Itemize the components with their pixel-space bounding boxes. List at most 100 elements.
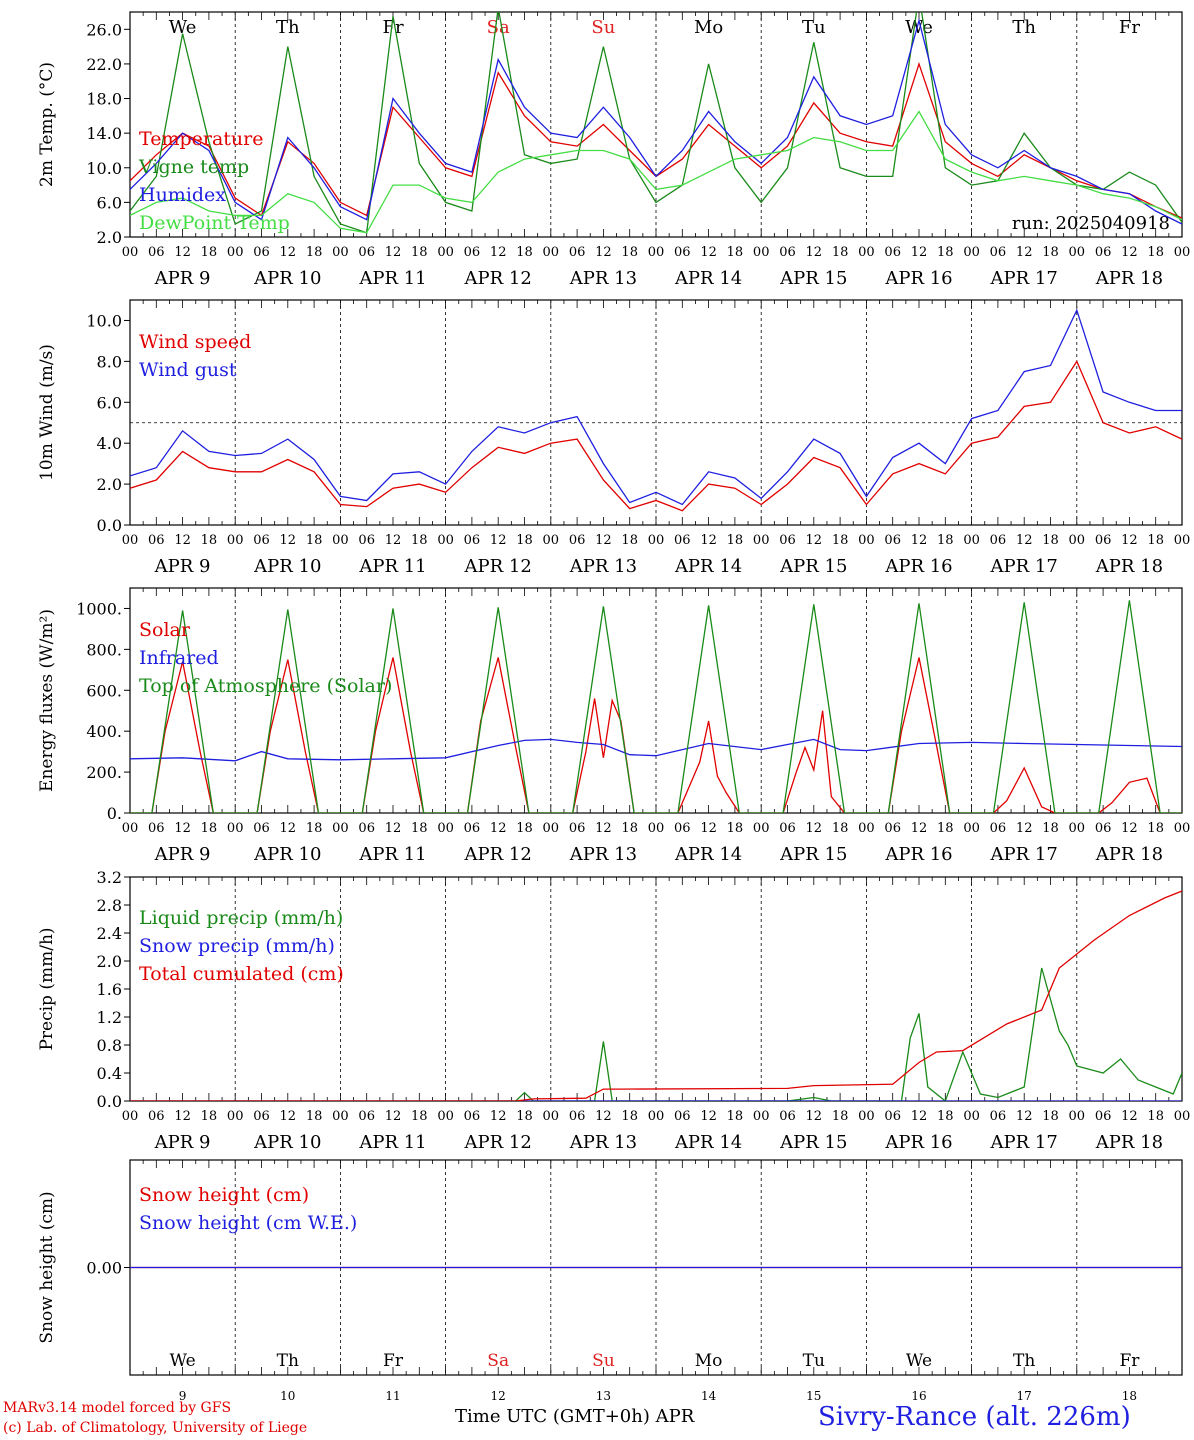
hour-tick-label: 00: [1174, 821, 1191, 836]
hour-tick-label: 12: [806, 821, 823, 836]
hour-tick-label: 12: [806, 245, 823, 260]
y-tick-label: 0.00: [86, 1259, 122, 1278]
y-tick-label: 14.0: [86, 124, 122, 143]
date-label: APR 17: [990, 1132, 1058, 1153]
hour-tick-label: 12: [700, 533, 717, 548]
hour-tick-label: 18: [937, 821, 954, 836]
hour-tick-label: 18: [1042, 821, 1059, 836]
hour-tick-label: 06: [358, 1109, 375, 1124]
day-label: Sa: [487, 17, 510, 38]
hour-tick-label: 06: [148, 533, 165, 548]
legend-entry: DewPoint Temp: [139, 212, 290, 234]
day-label: We: [906, 1351, 932, 1371]
hour-tick-label: 06: [884, 245, 901, 260]
y-tick-label: 0.8: [97, 1036, 122, 1055]
hour-tick-label: 06: [779, 821, 796, 836]
hour-tick-label: 18: [1147, 533, 1164, 548]
hour-tick-label: 18: [201, 821, 218, 836]
hour-tick-label: 18: [937, 245, 954, 260]
y-tick-label: 6.0: [97, 193, 122, 212]
legend-entry: Vigne temp: [138, 156, 249, 178]
series-line-dewpoint-temp: [130, 110, 1182, 234]
legend-entry: Wind gust: [139, 359, 237, 381]
hour-tick-label: 12: [595, 1109, 612, 1124]
date-label: APR 14: [674, 844, 742, 865]
hour-tick-label: 12: [911, 533, 928, 548]
y-tick-label: 2.0: [97, 228, 122, 247]
hour-tick-label: 18: [621, 533, 638, 548]
legend-entry: Snow precip (mm/h): [139, 935, 335, 957]
hour-tick-label: 00: [437, 533, 454, 548]
lab-credit: (c) Lab. of Climatology, University of L…: [3, 1420, 308, 1436]
y-tick-label: 10.0: [86, 311, 122, 330]
hour-tick-label: 12: [1121, 533, 1138, 548]
legend-entry: Infrared: [139, 647, 219, 669]
y-axis-label: Snow height (cm): [37, 1191, 57, 1343]
hour-tick-label: 00: [122, 1109, 139, 1124]
series-line-vigne-temp: [130, 12, 1182, 234]
hour-tick-label: 00: [543, 533, 560, 548]
hour-tick-label: 18: [832, 533, 849, 548]
hour-tick-label: 00: [1069, 821, 1086, 836]
day-number-label: 10: [280, 1389, 295, 1403]
date-label: APR 10: [253, 268, 321, 289]
hour-tick-label: 18: [727, 245, 744, 260]
date-label: APR 12: [464, 556, 532, 577]
y-tick-label: 2.0: [97, 475, 122, 494]
hour-tick-label: 00: [1174, 1109, 1191, 1124]
hour-tick-label: 18: [621, 245, 638, 260]
hour-tick-label: 06: [358, 533, 375, 548]
hour-tick-label: 18: [201, 533, 218, 548]
hour-tick-label: 00: [963, 1109, 980, 1124]
date-label: APR 10: [253, 556, 321, 577]
hour-tick-label: 12: [385, 1109, 402, 1124]
date-label: APR 10: [253, 844, 321, 865]
legend-entry: Liquid precip (mm/h): [139, 907, 343, 929]
legend-entry: Snow height (cm): [139, 1184, 309, 1206]
hour-tick-label: 00: [1174, 245, 1191, 260]
hour-tick-label: 06: [569, 821, 586, 836]
hour-tick-label: 18: [937, 1109, 954, 1124]
date-label: APR 15: [779, 268, 847, 289]
hour-tick-label: 18: [1042, 245, 1059, 260]
hour-tick-label: 00: [753, 1109, 770, 1124]
hour-tick-label: 00: [332, 1109, 349, 1124]
hour-tick-label: 00: [437, 245, 454, 260]
hour-tick-label: 06: [464, 245, 481, 260]
hour-tick-label: 12: [911, 821, 928, 836]
day-number-label: 11: [385, 1389, 400, 1403]
hour-tick-label: 12: [1121, 821, 1138, 836]
date-label: APR 15: [779, 556, 847, 577]
hour-tick-label: 00: [648, 533, 665, 548]
day-number-label: 16: [911, 1389, 926, 1403]
hour-tick-label: 12: [1016, 533, 1033, 548]
hour-tick-label: 06: [779, 245, 796, 260]
hour-tick-label: 00: [753, 245, 770, 260]
hour-tick-label: 18: [306, 1109, 323, 1124]
date-label: APR 13: [569, 844, 637, 865]
hour-tick-label: 18: [306, 821, 323, 836]
hour-tick-label: 06: [884, 1109, 901, 1124]
hour-tick-label: 00: [227, 245, 244, 260]
hour-tick-label: 18: [1042, 1109, 1059, 1124]
day-number-label: 12: [491, 1389, 506, 1403]
hour-tick-label: 00: [648, 821, 665, 836]
day-label: Tu: [803, 1351, 825, 1371]
y-tick-label: 3.2: [97, 868, 122, 887]
hour-tick-label: 00: [858, 1109, 875, 1124]
day-label: Th: [276, 17, 300, 38]
y-tick-label: 10.0: [86, 159, 122, 178]
hour-tick-label: 00: [437, 821, 454, 836]
date-label: APR 12: [464, 268, 532, 289]
hour-tick-label: 06: [990, 533, 1007, 548]
legend-entry: Top of Atmosphere (Solar): [139, 675, 392, 697]
series-line-infrared: [130, 738, 1182, 762]
hour-tick-label: 06: [674, 245, 691, 260]
hour-tick-label: 12: [1121, 245, 1138, 260]
date-label: APR 16: [884, 556, 952, 577]
date-label: APR 11: [358, 1132, 426, 1153]
y-tick-label: 0.4: [97, 1064, 122, 1083]
hour-tick-label: 18: [727, 821, 744, 836]
date-label: APR 18: [1095, 556, 1163, 577]
hour-tick-label: 12: [700, 245, 717, 260]
